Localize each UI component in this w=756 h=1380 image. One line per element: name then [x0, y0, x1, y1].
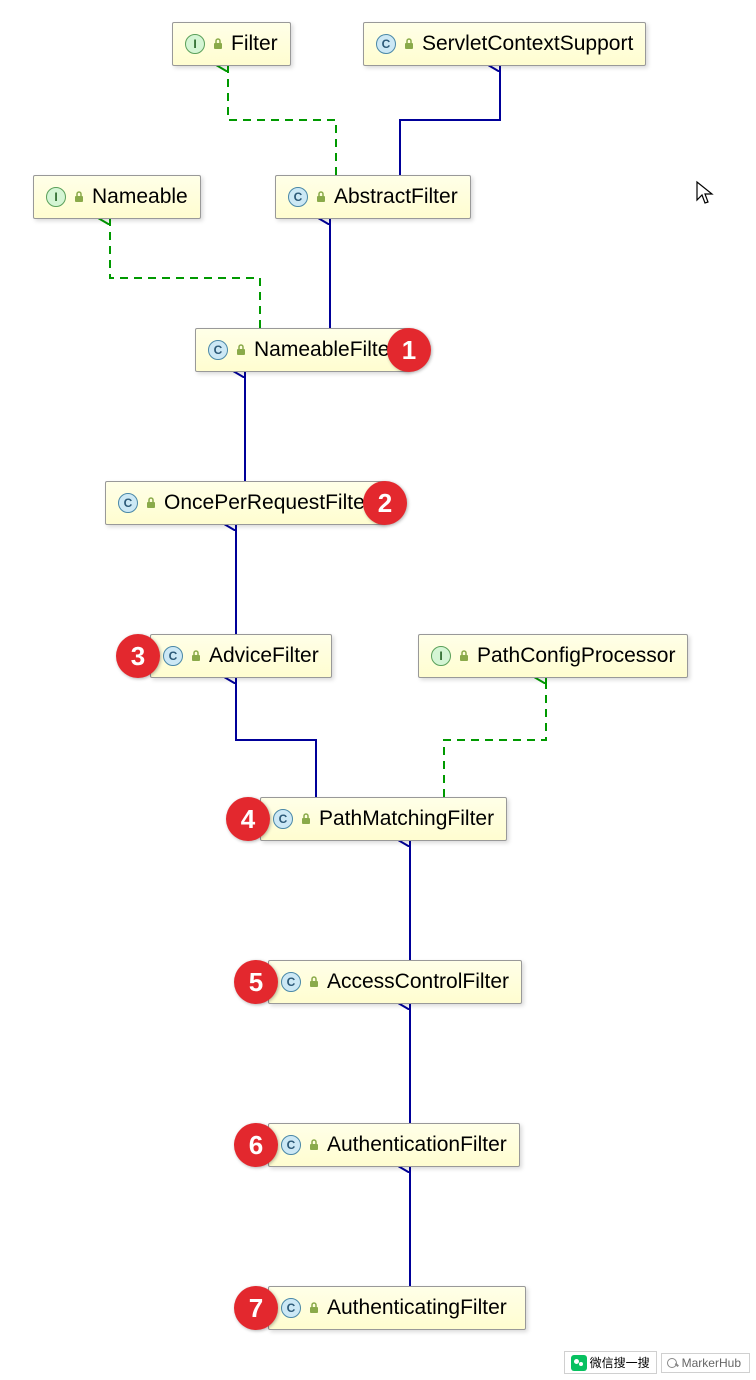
- node-onceperreq: C OncePerRequestFilter: [105, 481, 385, 525]
- interface-icon: I: [185, 34, 205, 54]
- lock-icon: [307, 975, 321, 989]
- node-label: AdviceFilter: [209, 644, 319, 668]
- badge-5: 5: [234, 960, 278, 1004]
- interface-icon: I: [46, 187, 66, 207]
- node-nameablefilter: C NameableFilter: [195, 328, 409, 372]
- node-label: AuthenticatingFilter: [327, 1296, 507, 1320]
- class-icon: C: [163, 646, 183, 666]
- node-pathconfig: I PathConfigProcessor: [418, 634, 688, 678]
- node-label: AbstractFilter: [334, 185, 458, 209]
- badge-3: 3: [116, 634, 160, 678]
- node-label: AuthenticationFilter: [327, 1133, 507, 1157]
- edge-abstractfilter-servletctx: [400, 65, 500, 175]
- node-servletctx: C ServletContextSupport: [363, 22, 646, 66]
- class-icon: C: [288, 187, 308, 207]
- lock-icon: [144, 496, 158, 510]
- class-icon: C: [376, 34, 396, 54]
- node-authning: C AuthenticatingFilter: [268, 1286, 526, 1330]
- node-pathmatching: C PathMatchingFilter: [260, 797, 507, 841]
- interface-icon: I: [431, 646, 451, 666]
- watermark-search-text: MarkerHub: [682, 1356, 741, 1370]
- edge-nameablefilter-nameable: [110, 218, 260, 328]
- lock-icon: [299, 812, 313, 826]
- node-label: PathMatchingFilter: [319, 807, 494, 831]
- wechat-icon: [571, 1355, 587, 1371]
- lock-icon: [402, 37, 416, 51]
- lock-icon: [307, 1138, 321, 1152]
- badge-6: 6: [234, 1123, 278, 1167]
- wechat-label: 微信搜一搜: [590, 1354, 650, 1371]
- node-label: Filter: [231, 32, 278, 56]
- node-abstractfilter: C AbstractFilter: [275, 175, 471, 219]
- node-label: ServletContextSupport: [422, 32, 633, 56]
- class-icon: C: [118, 493, 138, 513]
- badge-7: 7: [234, 1286, 278, 1330]
- lock-icon: [457, 649, 471, 663]
- node-label: OncePerRequestFilter: [164, 491, 372, 515]
- class-icon: C: [281, 1298, 301, 1318]
- watermark: 微信搜一搜 MarkerHub: [564, 1351, 750, 1374]
- lock-icon: [211, 37, 225, 51]
- wechat-badge: 微信搜一搜: [564, 1351, 657, 1374]
- cursor-icon: [695, 180, 715, 206]
- node-label: Nameable: [92, 185, 188, 209]
- lock-icon: [314, 190, 328, 204]
- badge-2: 2: [363, 481, 407, 525]
- node-label: PathConfigProcessor: [477, 644, 675, 668]
- edge-pathmatching-advicefilter: [236, 677, 316, 797]
- class-icon: C: [208, 340, 228, 360]
- badge-1: 1: [387, 328, 431, 372]
- node-label: AccessControlFilter: [327, 970, 509, 994]
- edge-pathmatching-pathconfig: [444, 677, 546, 797]
- node-authn: C AuthenticationFilter: [268, 1123, 520, 1167]
- edge-abstractfilter-filter: [228, 65, 336, 175]
- node-label: NameableFilter: [254, 338, 396, 362]
- class-icon: C: [281, 972, 301, 992]
- watermark-search: MarkerHub: [661, 1353, 750, 1373]
- lock-icon: [72, 190, 86, 204]
- class-icon: C: [273, 809, 293, 829]
- node-accesscontrol: C AccessControlFilter: [268, 960, 522, 1004]
- lock-icon: [189, 649, 203, 663]
- node-filter: I Filter: [172, 22, 291, 66]
- class-icon: C: [281, 1135, 301, 1155]
- node-advicefilter: C AdviceFilter: [150, 634, 332, 678]
- badge-4: 4: [226, 797, 270, 841]
- lock-icon: [307, 1301, 321, 1315]
- lock-icon: [234, 343, 248, 357]
- node-nameable: I Nameable: [33, 175, 201, 219]
